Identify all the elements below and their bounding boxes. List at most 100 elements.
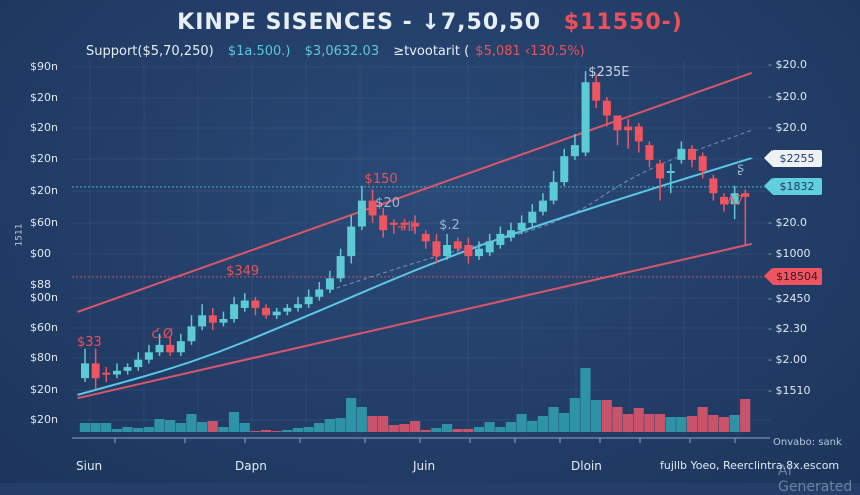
trendline-channel-lower: [77, 242, 752, 400]
candle-body: [688, 148, 697, 160]
candle-body: [251, 300, 260, 308]
candle-body: [581, 82, 590, 153]
right-tick: $20.0: [768, 58, 807, 71]
volume-bar: [740, 399, 751, 432]
right-tick: $2.00: [768, 353, 807, 366]
volume-bar: [346, 398, 357, 432]
volume-bar: [537, 416, 548, 432]
volume-bar: [186, 414, 197, 432]
candle-body: [304, 296, 313, 305]
candle-body: [368, 200, 377, 216]
candle-body: [134, 359, 143, 368]
candle-body: [400, 222, 409, 225]
candle-body: [517, 222, 526, 231]
volume-bar: [367, 416, 378, 432]
volume-bar: [495, 427, 506, 432]
volume-bar: [388, 425, 399, 432]
moving-average-line: [77, 157, 752, 396]
candle-body: [176, 341, 185, 353]
candle-body: [240, 300, 249, 308]
candlestick-chart: [72, 66, 770, 443]
candle-body: [81, 363, 89, 379]
subtitle-value-2: $3,0632.03: [304, 44, 380, 59]
candle-body: [464, 245, 473, 257]
right-tick: $1000: [768, 247, 810, 260]
volume-bar: [111, 429, 122, 432]
left-tick: $60n: [30, 216, 58, 229]
price-tag: $2255: [764, 149, 822, 167]
volume-bar: [548, 407, 559, 432]
left-tick: $20n: [30, 152, 58, 165]
candle-body: [570, 145, 579, 157]
volume-bar: [228, 412, 240, 432]
support-label: Support($5,70,250): [86, 44, 214, 59]
candle-body: [528, 211, 537, 223]
volume-bar: [420, 430, 431, 432]
candle-body: [389, 222, 398, 225]
volume-label: Onvabo: sank: [773, 437, 842, 448]
candle-body: [549, 182, 558, 201]
volume-bar: [527, 421, 538, 432]
subtitle-value-1: $1a.500.): [227, 44, 291, 59]
candle-body: [219, 319, 228, 323]
right-tick: $2450: [768, 292, 810, 305]
left-tick: $88: [30, 278, 51, 291]
candle-body: [91, 363, 100, 379]
chart-annotation: ƈ.Ø: [151, 327, 174, 343]
left-tick: $20n: [30, 184, 58, 197]
volume-bar: [122, 427, 133, 432]
candle-body: [187, 326, 196, 342]
left-tick: $20n: [30, 413, 58, 426]
volume-bar: [90, 423, 101, 432]
trendline-channel-upper: [77, 72, 753, 313]
candle-body: [123, 367, 132, 371]
x-tick-2: Dapn: [235, 459, 267, 473]
candle-body: [624, 126, 633, 131]
chart-annotation: $33: [77, 334, 102, 350]
volume-bar: [686, 416, 698, 432]
chart-annotation: $349: [226, 264, 260, 280]
candle-body: [538, 200, 547, 212]
right-tick: $20.0: [768, 121, 807, 134]
volume-bar: [473, 427, 485, 432]
volume-bar: [463, 429, 474, 432]
candle-body: [496, 233, 505, 245]
candle-body: [347, 226, 356, 257]
volume-bar: [580, 368, 591, 432]
candle-body: [144, 352, 153, 360]
left-axis-label: 1511: [14, 223, 25, 247]
volume-bar: [196, 422, 208, 432]
candle-body: [560, 156, 569, 183]
volume-bar: [569, 398, 580, 432]
candle-body: [453, 241, 462, 249]
volume-bar: [431, 428, 442, 432]
volume-bar: [218, 427, 229, 432]
volume-bar: [101, 423, 112, 432]
candle-body: [421, 233, 430, 242]
chart-annotation: $.2: [439, 218, 460, 234]
volume-bar: [708, 415, 719, 432]
candle-body: [443, 245, 452, 257]
candle-body: [379, 215, 388, 231]
candle-body: [613, 115, 622, 131]
volume-bar: [143, 427, 154, 432]
candle-body: [262, 307, 271, 316]
volume-bar: [282, 430, 293, 432]
chart-title: KINPE SISENCES - ↓7,50,50 $11550-): [0, 10, 860, 35]
subtitle-change: $5,081 ‹130.5%): [475, 44, 585, 59]
chart-annotation: $235E: [588, 64, 630, 80]
left-tick: $60n: [30, 321, 58, 334]
left-tick: $00: [30, 247, 51, 260]
right-tick: $20.0: [768, 90, 807, 103]
volume-bar: [612, 407, 623, 432]
candle-body: [198, 315, 207, 327]
volume-bar: [729, 415, 740, 432]
volume-bar: [676, 417, 687, 432]
candle-body: [357, 200, 366, 227]
volume-bar: [79, 423, 90, 432]
volume-bar: [644, 414, 655, 432]
candle-body: [294, 304, 302, 308]
volume-bar: [441, 424, 453, 432]
right-tick: $1510: [768, 384, 810, 397]
candle-body: [208, 315, 217, 323]
